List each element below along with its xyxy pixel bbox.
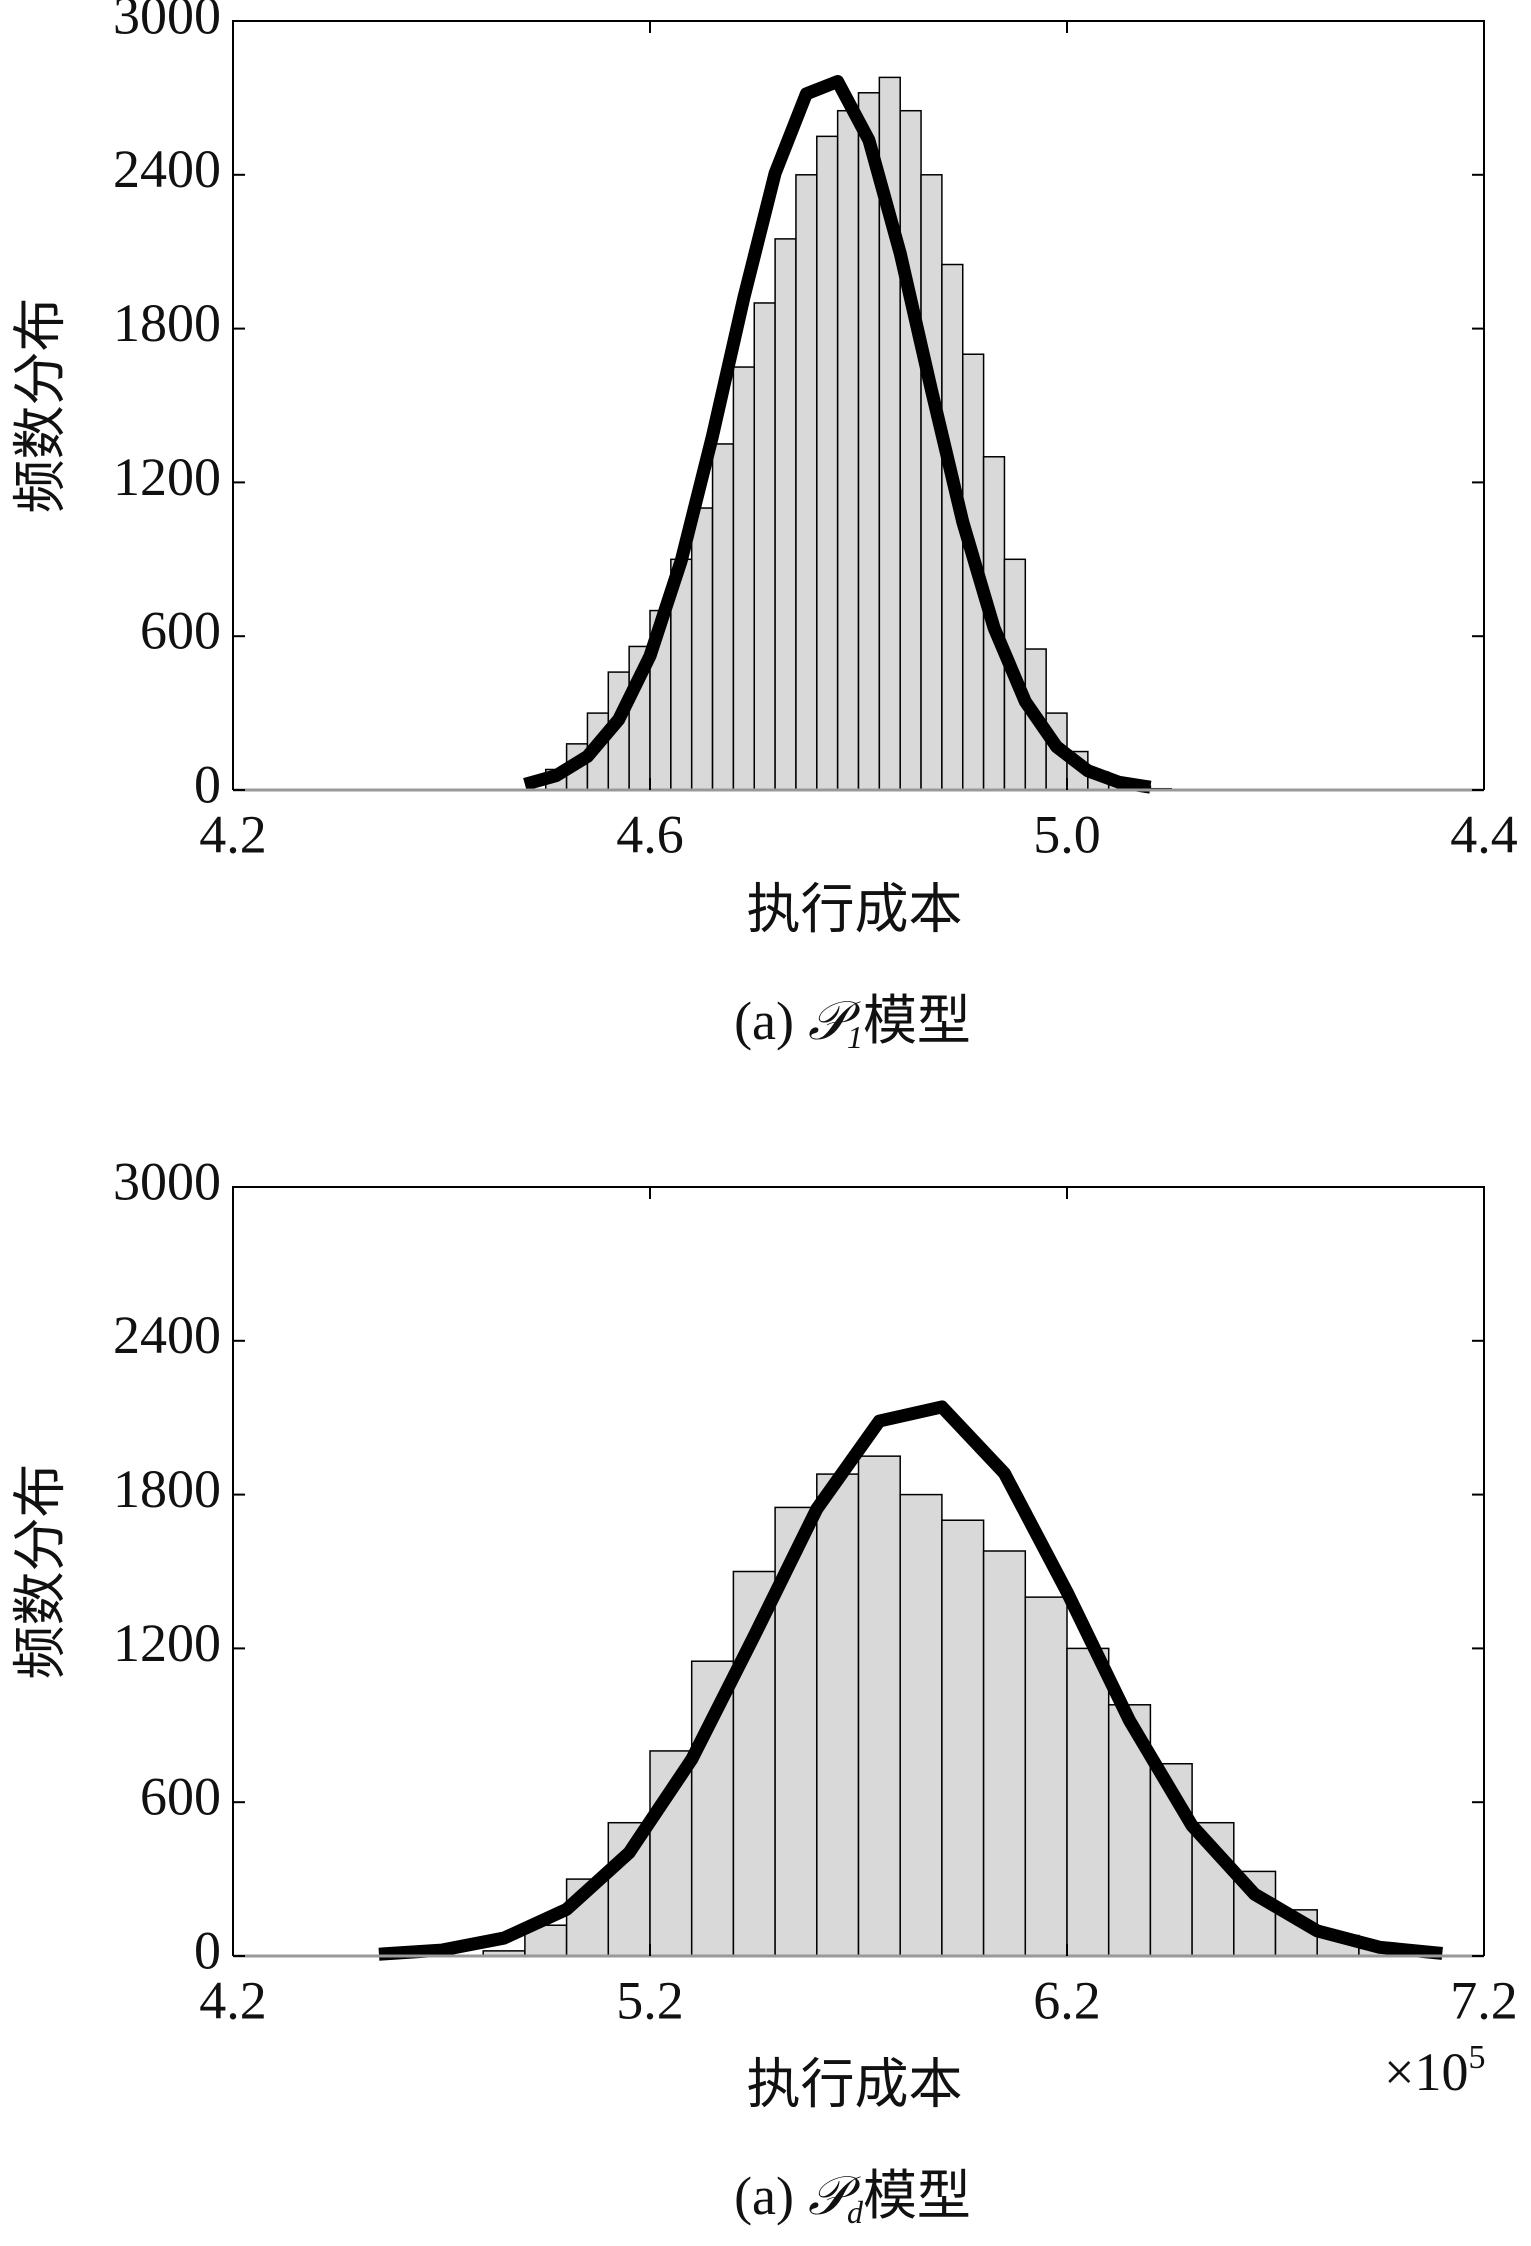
caption-suffix: 模型 <box>863 991 971 1051</box>
bar <box>1066 1647 1110 1957</box>
bar <box>711 443 735 791</box>
bar <box>836 109 860 791</box>
caption: (a) 𝒫1模型 <box>734 991 971 1055</box>
x-tick-label: 4.2 <box>199 804 267 864</box>
y-tick-label: 1200 <box>113 447 221 507</box>
fit-curve <box>378 1400 1443 1961</box>
bar <box>899 109 922 791</box>
y-tick-label: 1800 <box>113 293 221 353</box>
caption-suffix: 模型 <box>863 2166 971 2226</box>
caption-subscript: 1 <box>847 1019 863 1055</box>
y-tick-label: 600 <box>140 1767 221 1827</box>
bar <box>982 1550 1027 1957</box>
bar <box>1024 1596 1068 1957</box>
bar <box>857 92 881 791</box>
bar <box>816 1473 860 1957</box>
caption-prefix: (a) <box>734 991 794 1051</box>
bar <box>795 174 818 791</box>
plot-frame <box>232 1186 1485 1956</box>
bar <box>857 1455 901 1957</box>
bar <box>774 238 797 791</box>
caption-prefix: (a) <box>734 2166 794 2226</box>
bar <box>753 302 776 791</box>
multiplier-base: ×10 <box>1384 2042 1468 2102</box>
caption-subscript: d <box>847 2194 864 2230</box>
caption: (a) 𝒫d模型 <box>734 2166 971 2230</box>
y-tick-label: 600 <box>140 601 221 661</box>
x-tick-label: 7.2 <box>1450 1970 1518 2030</box>
x-tick-label: 5.0 <box>1033 804 1101 864</box>
y-tick-label: 0 <box>194 1920 221 1980</box>
y-tick-label: 3000 <box>113 0 221 45</box>
bar <box>732 366 756 791</box>
y-tick-label: 2400 <box>113 1305 221 1365</box>
x-tick-label: 4.6 <box>616 804 684 864</box>
x-tick-label: 6.2 <box>1033 1970 1101 2030</box>
bar <box>920 174 943 791</box>
bar <box>816 135 839 791</box>
fit-curve <box>523 74 1152 794</box>
bar <box>899 1493 943 1957</box>
x-tick-label: 4.4 <box>1450 804 1518 864</box>
y-tick-label: 0 <box>194 754 221 814</box>
x-axis-label: 执行成本 <box>747 879 963 939</box>
y-tick-label: 1800 <box>113 1459 221 1519</box>
y-tick-label: 3000 <box>113 1151 221 1211</box>
y-tick-label: 2400 <box>113 139 221 199</box>
x-multiplier: ×105 <box>1384 2039 1485 2103</box>
y-axis-label: 频数分布 <box>10 1464 70 1680</box>
y-tick-label: 1200 <box>113 1613 221 1673</box>
plot-frame <box>232 20 1485 790</box>
bar <box>941 1519 985 1957</box>
bar <box>690 507 714 791</box>
x-tick-label: 5.2 <box>616 1970 684 2030</box>
multiplier-exponent: 5 <box>1468 2039 1485 2076</box>
x-tick-label: 4.2 <box>199 1970 267 2030</box>
y-axis-label: 频数分布 <box>10 298 70 514</box>
x-axis-label: 执行成本 <box>747 2054 963 2114</box>
